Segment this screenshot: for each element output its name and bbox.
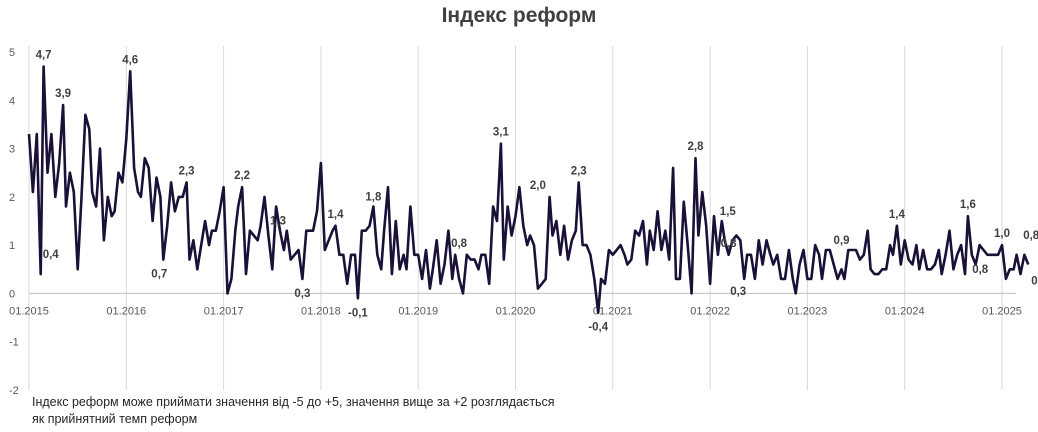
data-label: 1,3	[270, 216, 286, 228]
data-label: 0,8	[1023, 230, 1038, 242]
data-label: -0,1	[348, 307, 368, 319]
data-label: 0,3	[294, 288, 310, 300]
x-tick-label: 01.2016	[106, 305, 146, 317]
series-lines	[27, 65, 1030, 315]
data-label: 2,3	[179, 165, 195, 177]
data-label: -0,4	[588, 322, 608, 334]
x-tick-label: 01.2023	[788, 305, 828, 317]
axes: 01.2015 01.2016 01.2017 01.2018 01.2019 01.20…	[9, 47, 1022, 397]
data-label: 1,4	[889, 209, 906, 221]
data-label: 0,3	[730, 286, 746, 298]
data-label: 0,8	[451, 238, 468, 250]
data-label: 0,9	[834, 235, 850, 247]
y-tick-label: -1	[9, 337, 19, 349]
data-label: 0,6	[1031, 276, 1038, 288]
data-label: 3,9	[55, 88, 71, 100]
data-labels: 4,7 0,4 3,9 4,6 0,7 2,3 2,2 1,3 0,3 1,4 -0,1 1,8 0,8…	[36, 50, 1038, 334]
data-label: 3,1	[493, 127, 510, 139]
chart-title: Індекс реформ	[441, 4, 597, 27]
data-label: 1,4	[328, 209, 345, 221]
y-tick-label: 2	[9, 192, 15, 204]
x-tick-label: 01.2018	[301, 305, 341, 317]
x-tick-label: 01.2025	[982, 305, 1022, 317]
data-label: 2,2	[234, 170, 250, 182]
y-tick-label: 3	[9, 144, 15, 156]
data-label: 1,5	[720, 206, 737, 218]
x-tick-label: 01.2022	[690, 305, 730, 317]
x-tick-label: 01.2020	[496, 305, 536, 317]
data-label: 2,8	[688, 141, 705, 153]
data-label: 1,6	[960, 199, 976, 211]
x-tick-label: 01.2019	[398, 305, 438, 317]
data-label: 4,7	[36, 50, 52, 62]
data-label: 1,8	[365, 192, 382, 204]
x-tick-label: 01.2024	[885, 305, 925, 317]
x-tick-label: 01.2015	[9, 305, 49, 317]
data-label: 1,0	[994, 228, 1010, 240]
data-label: 2,0	[530, 180, 546, 192]
y-tick-label: 4	[9, 95, 15, 107]
y-tick-label: -2	[9, 385, 19, 397]
y-tick-label: 0	[9, 288, 15, 300]
y-tick-label: 5	[9, 47, 15, 59]
x-tick-label: 01.2017	[204, 305, 244, 317]
data-label: 2,3	[571, 165, 587, 177]
data-label: 0,8	[721, 238, 738, 250]
x-tick-label: 01.2021	[593, 305, 633, 317]
data-label: 0,7	[151, 269, 167, 281]
footnote: Індекс реформ може приймати значення від…	[32, 394, 652, 428]
series-line	[27, 65, 1030, 315]
footnote-line-1: Індекс реформ може приймати значення від…	[32, 395, 555, 409]
data-label: 0,8	[972, 264, 989, 276]
grid-lines	[28, 46, 1003, 390]
data-label: 0,4	[43, 249, 60, 261]
footnote-line-2: як прийнятний темп реформ	[32, 412, 198, 426]
data-label: 4,6	[122, 54, 138, 66]
y-tick-label: 1	[9, 240, 15, 252]
